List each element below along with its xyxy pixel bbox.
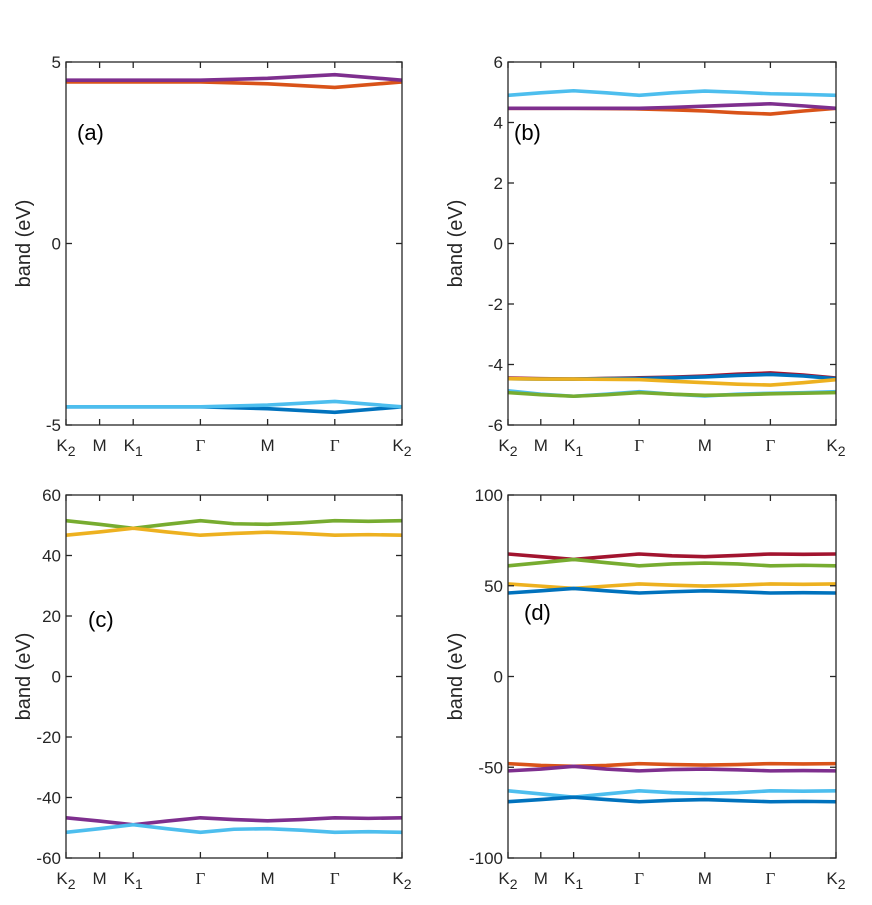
x-tick-label: K1 xyxy=(564,869,583,892)
x-tick-label: K2 xyxy=(392,869,411,892)
series-group xyxy=(508,552,836,804)
y-tick-label: 40 xyxy=(42,547,61,566)
y-tick-label: 100 xyxy=(475,486,503,505)
y-tick-label: 2 xyxy=(494,174,503,193)
y-tick-label: -50 xyxy=(478,758,503,777)
panel-d: -100 -50 0 50 100 K2 M K1 Γ M Γ K2 band (eV) (d) xyxy=(445,486,846,892)
x-tick-label: M xyxy=(534,436,548,455)
y-tick-label: -2 xyxy=(488,295,503,314)
x-tick-label: K2 xyxy=(56,436,75,459)
series-line-7 xyxy=(508,101,836,111)
y-tick-label: 0 xyxy=(494,668,503,687)
x-tick-label: M xyxy=(261,436,275,455)
panel-c: -60 -40 -20 0 20 40 60 K2 M K1 Γ M Γ K2 band (eV) (c) xyxy=(13,486,412,892)
panel-label: (a) xyxy=(77,120,104,145)
y-tick-label: 50 xyxy=(484,577,503,596)
panel-label: (c) xyxy=(88,607,114,632)
x-tick-label: K2 xyxy=(392,436,411,459)
x-tick-label: M xyxy=(698,869,712,888)
x-tick-label: K1 xyxy=(124,869,143,892)
panel-label: (b) xyxy=(514,120,541,145)
y-axis-label: band (eV) xyxy=(13,633,35,721)
y-tick-label: -6 xyxy=(488,416,503,435)
series-line-7 xyxy=(508,789,836,800)
y-tick-label: 0 xyxy=(52,668,61,687)
y-tick-label: 0 xyxy=(494,235,503,254)
series-line-2 xyxy=(508,557,836,568)
plot-area xyxy=(508,62,836,425)
x-tick-label: M xyxy=(698,436,712,455)
y-tick-label: -5 xyxy=(46,416,61,435)
series-line-6 xyxy=(508,764,836,773)
y-axis-label: band (eV) xyxy=(445,633,467,721)
y-axis-label: band (eV) xyxy=(13,200,35,288)
series-line-3 xyxy=(66,80,402,90)
y-tick-label: -40 xyxy=(36,789,61,808)
y-tick-label: 60 xyxy=(42,486,61,505)
x-tick-label: Γ xyxy=(330,869,340,888)
y-tick-label: 4 xyxy=(494,114,503,133)
plot-area xyxy=(66,62,402,425)
x-tick-label: Γ xyxy=(330,436,340,455)
series-line-1 xyxy=(66,518,402,531)
series-line-1 xyxy=(508,552,836,562)
x-tick-label: Γ xyxy=(765,869,775,888)
x-tick-label: Γ xyxy=(765,436,775,455)
x-tick-label: K2 xyxy=(498,436,517,459)
series-line-4 xyxy=(66,72,402,82)
y-tick-label: 5 xyxy=(52,53,61,72)
y-tick-label: 6 xyxy=(494,53,503,72)
x-tick-label: Γ xyxy=(195,436,205,455)
panel-a: -5 0 5 K2 M K1 Γ M Γ K2 band (eV) (a) xyxy=(13,53,412,459)
panel-label: (d) xyxy=(524,600,551,625)
series-line-3 xyxy=(66,815,402,827)
x-tick-label: M xyxy=(261,869,275,888)
x-tick-label: Γ xyxy=(634,869,644,888)
series-group xyxy=(66,518,402,835)
series-line-8 xyxy=(508,88,836,98)
x-tick-label: K2 xyxy=(826,436,845,459)
x-tick-label: K2 xyxy=(826,869,845,892)
plot-area xyxy=(508,495,836,858)
x-tick-label: M xyxy=(534,869,548,888)
series-line-3 xyxy=(508,376,836,387)
series-line-2 xyxy=(66,526,402,538)
y-tick-label: 0 xyxy=(52,235,61,254)
series-group xyxy=(66,72,402,415)
y-axis-label: band (eV) xyxy=(445,200,467,288)
y-tick-label: -60 xyxy=(36,849,61,868)
series-line-4 xyxy=(66,822,402,835)
x-tick-label: K1 xyxy=(124,436,143,459)
x-tick-label: M xyxy=(93,436,107,455)
y-tick-label: 20 xyxy=(42,607,61,626)
series-line-2 xyxy=(66,399,402,409)
x-tick-label: K2 xyxy=(56,869,75,892)
series-group xyxy=(508,88,836,399)
y-tick-label: -20 xyxy=(36,728,61,747)
series-line-4 xyxy=(508,586,836,595)
x-tick-label: K1 xyxy=(564,436,583,459)
series-line-8 xyxy=(508,795,836,804)
x-tick-label: K2 xyxy=(498,869,517,892)
y-tick-label: -100 xyxy=(469,849,503,868)
y-tick-label: -4 xyxy=(488,356,503,375)
x-tick-label: Γ xyxy=(195,869,205,888)
x-tick-label: M xyxy=(93,869,107,888)
series-line-5 xyxy=(508,390,836,399)
x-tick-label: Γ xyxy=(634,436,644,455)
panel-b: -6 -4 -2 0 2 4 6 K2 M K1 Γ M Γ K2 band (eV) (b) xyxy=(445,53,846,459)
plot-area xyxy=(66,495,402,858)
